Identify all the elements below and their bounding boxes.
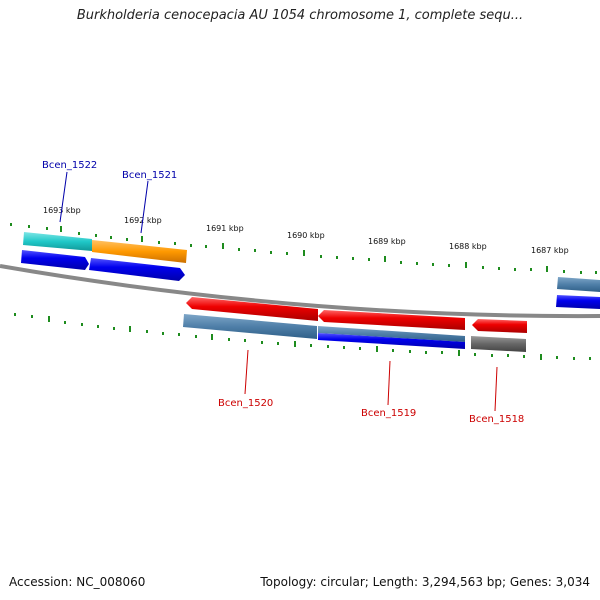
- chromosome-backbone: [0, 264, 600, 319]
- cds-reverse-bcen-1518[interactable]: [472, 319, 527, 333]
- reverse-genes: [183, 297, 527, 352]
- gene-label-bcen-1522[interactable]: Bcen_1522: [42, 160, 97, 171]
- cds-reverse-bcen-1520[interactable]: [186, 297, 318, 321]
- cds-forward-bcen-1522[interactable]: [21, 250, 89, 270]
- ruler-label: 1691 kbp: [206, 224, 244, 233]
- gene-label-bcen-1519[interactable]: Bcen_1519: [361, 408, 416, 419]
- label-leaders: [59, 171, 498, 412]
- gene-label-bcen-1520[interactable]: Bcen_1520: [218, 398, 273, 409]
- ruler-label: 1688 kbp: [449, 242, 487, 251]
- cds-forward-bcen-1519[interactable]: [318, 333, 465, 349]
- topology-summary: Topology: circular; Length: 3,294,563 bp…: [260, 575, 590, 589]
- gene-label-bcen-1521[interactable]: Bcen_1521: [122, 170, 177, 181]
- map-title: Burkholderia cenocepacia AU 1054 chromos…: [76, 8, 524, 23]
- gene-feature-bcen-1521[interactable]: [92, 240, 187, 263]
- ruler-label: 1689 kbp: [368, 237, 406, 246]
- ruler-label: 1690 kbp: [287, 231, 325, 240]
- inner-tick-ruler: [14, 313, 591, 360]
- gene-feature-right[interactable]: [557, 277, 600, 292]
- accession-text: Accession: NC_008060: [9, 575, 146, 589]
- forward-genes: [21, 232, 600, 309]
- gene-feature-bcen-1520[interactable]: [183, 314, 317, 339]
- cds-reverse-bcen-1519[interactable]: [318, 310, 465, 330]
- cds-forward-bcen-1521[interactable]: [89, 258, 185, 281]
- gene-feature-bcen-1522[interactable]: [23, 232, 92, 251]
- outer-tick-ruler: [10, 223, 597, 274]
- gene-feature-bcen-1518[interactable]: [471, 336, 526, 352]
- gene-feature-bcen-1519[interactable]: [318, 326, 465, 342]
- gene-labels: Bcen_1522 Bcen_1521 Bcen_1520 Bcen_1519 …: [42, 160, 524, 425]
- gene-label-bcen-1518[interactable]: Bcen_1518: [469, 414, 524, 425]
- ruler-label: 1687 kbp: [531, 246, 569, 255]
- cds-forward-right[interactable]: [556, 295, 600, 309]
